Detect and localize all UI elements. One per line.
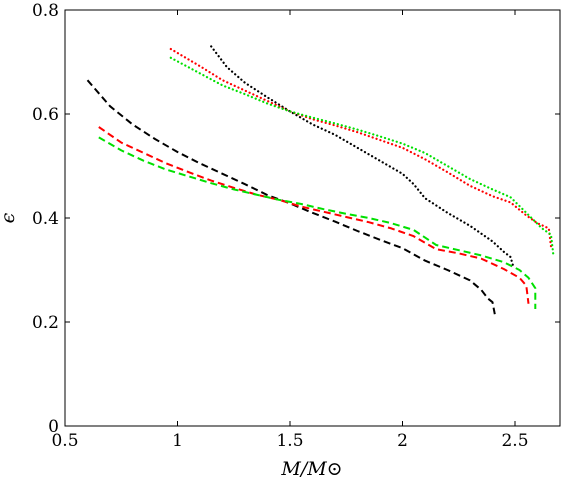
plot-frame xyxy=(64,9,561,427)
series-line-2 xyxy=(98,126,530,304)
x-tick-label: 2.5 xyxy=(501,431,528,451)
y-tick-label: 0.8 xyxy=(32,1,59,21)
y-tick-label: 0.2 xyxy=(32,313,59,333)
x-tick-label: 2 xyxy=(397,431,408,451)
series-line-3 xyxy=(98,136,537,309)
x-axis-label: M/M⊙ xyxy=(280,458,342,480)
y-tick-label: 0.6 xyxy=(32,105,59,125)
axis-ticks: 0.5 1 1.5 2 2.5 0 0.2 0.4 0.6 0.8 xyxy=(32,1,560,451)
series-line-6 xyxy=(169,56,555,256)
series-line-5 xyxy=(169,47,553,248)
series-group xyxy=(86,45,555,315)
x-tick-label: 1.5 xyxy=(276,431,303,451)
y-tick-label: 0.4 xyxy=(32,209,59,229)
y-tick-label: 0 xyxy=(48,417,59,437)
series-line-4 xyxy=(210,45,514,266)
series-line-1 xyxy=(86,79,496,315)
y-axis-label: ϵ xyxy=(0,212,19,223)
x-tick-label: 0.5 xyxy=(51,431,78,451)
x-tick-label: 1 xyxy=(172,431,183,451)
